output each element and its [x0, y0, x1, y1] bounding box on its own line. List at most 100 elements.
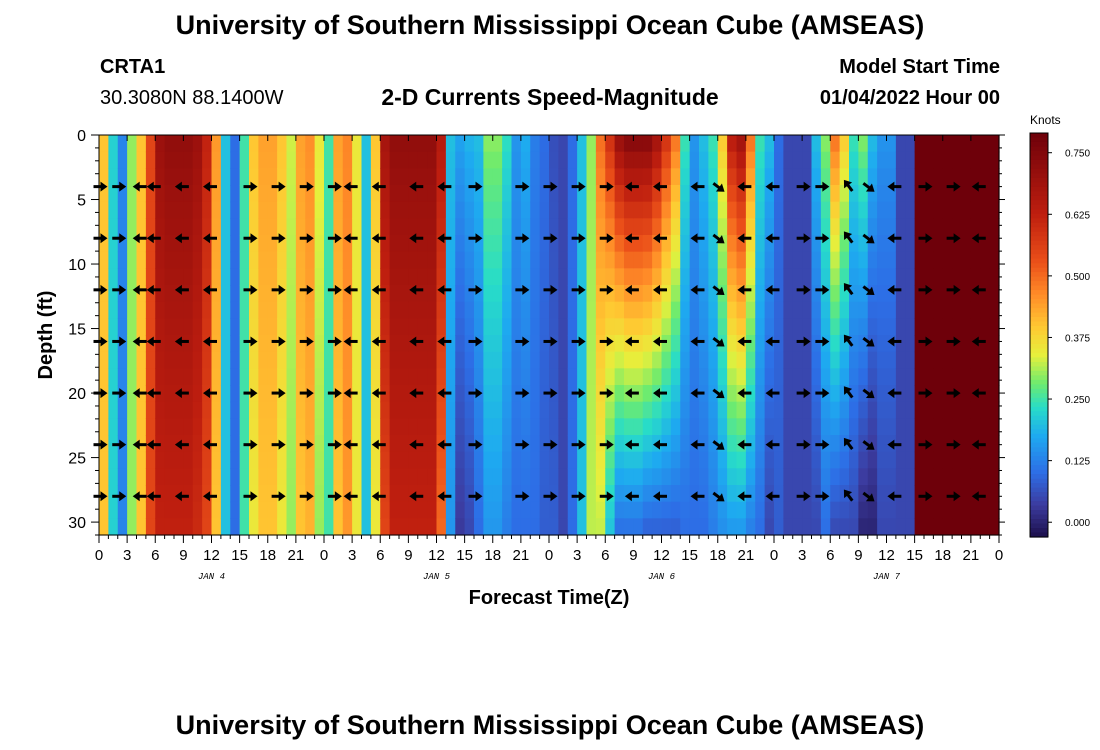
arrow-head [803, 181, 811, 192]
heatmap-cell [914, 201, 925, 219]
heatmap-cell [942, 351, 953, 369]
heatmap-cell [408, 151, 419, 169]
current-vector-arrow [571, 491, 586, 502]
heatmap-cell [764, 518, 775, 536]
heatmap-cell [670, 285, 681, 303]
heatmap-cell [839, 468, 850, 486]
heatmap-cell [99, 201, 109, 219]
heatmap-cell [717, 368, 728, 386]
arrow-head [306, 388, 314, 399]
heatmap-cell [230, 201, 241, 219]
heatmap-cell [717, 201, 728, 219]
heatmap-cell [277, 151, 288, 169]
heatmap-cell [202, 351, 213, 369]
heatmap-cell [520, 168, 531, 186]
heatmap-cell [483, 368, 494, 386]
heatmap-cell [211, 468, 222, 486]
heatmap-cell [342, 418, 353, 436]
heatmap-cell [802, 268, 813, 286]
colorbar-segment [1030, 384, 1048, 390]
heatmap-cell [117, 151, 128, 169]
heatmap-cell [164, 335, 175, 353]
heatmap-cell [417, 351, 428, 369]
heatmap-cell [164, 201, 175, 219]
heatmap-cell [474, 201, 484, 219]
heatmap-cell [830, 351, 841, 369]
heatmap-cell [755, 485, 766, 503]
heatmap-cell [202, 168, 213, 186]
heatmap-cell [408, 135, 419, 153]
heatmap-cell [361, 301, 372, 319]
current-vector-arrow [515, 233, 530, 244]
heatmap-cell [624, 285, 634, 303]
arrow-head [624, 336, 632, 347]
heatmap-cell [455, 485, 466, 503]
heatmap-cell [277, 201, 288, 219]
heatmap-cell [342, 201, 353, 219]
footer-title: University of Southern Mississippi Ocean… [175, 710, 925, 740]
heatmap-cell [717, 318, 728, 336]
colorbar-tick-label: 0.750 [1065, 149, 1090, 160]
heatmap-cell [764, 235, 775, 253]
heatmap-cell [652, 318, 663, 336]
heatmap-cell [595, 351, 606, 369]
heatmap-cell [614, 435, 625, 453]
current-vector-arrow [712, 440, 725, 450]
heatmap-cell [136, 335, 147, 353]
colorbar-segment [1030, 204, 1048, 210]
heatmap-cell [689, 251, 700, 269]
arrow-head [843, 437, 853, 447]
heatmap-cell [717, 235, 728, 253]
heatmap-cell [858, 301, 869, 319]
heatmap-cell [792, 318, 803, 336]
heatmap-cell [558, 268, 569, 286]
heatmap-cell [699, 351, 709, 369]
heatmap-cell [183, 168, 194, 186]
heatmap-cell [558, 235, 569, 253]
arrow-head [765, 491, 773, 502]
heatmap-cell [502, 518, 513, 536]
heatmap-cell [136, 135, 147, 153]
heatmap-cell [745, 301, 756, 319]
heatmap-cell [989, 235, 1000, 253]
heatmap-cell [914, 268, 925, 286]
current-vector-arrow [327, 491, 342, 502]
heatmap-cell [249, 418, 259, 436]
heatmap-cell [127, 218, 138, 236]
heatmap-cell [211, 201, 222, 219]
heatmap-cell [905, 451, 916, 469]
heatmap-cell [905, 401, 916, 419]
heatmap-cell [586, 418, 597, 436]
heatmap-cell [502, 235, 513, 253]
heatmap-cell [352, 468, 363, 486]
heatmap-cell [642, 285, 653, 303]
heatmap-cell [408, 218, 419, 236]
heatmap-cell [108, 218, 119, 236]
heatmap-cell [792, 335, 803, 353]
heatmap-cell [989, 418, 1000, 436]
heatmap-cell [530, 318, 541, 336]
heatmap-cell [352, 351, 363, 369]
heatmap-cell [108, 201, 119, 219]
arrow-head [578, 181, 586, 192]
heatmap-cell [820, 285, 831, 303]
heatmap-cell [530, 135, 541, 153]
heatmap-cell [408, 418, 419, 436]
heatmap-cell [324, 485, 334, 503]
heatmap-cell [389, 168, 400, 186]
heatmap-cell [586, 368, 597, 386]
heatmap-cell [342, 218, 353, 236]
current-vector-arrow [132, 336, 147, 347]
heatmap-cell [239, 268, 250, 286]
arrow-head [132, 336, 140, 347]
arrow-head [146, 491, 154, 502]
arrow-head [653, 336, 660, 347]
heatmap-cell [614, 518, 625, 536]
heatmap-cell [99, 501, 109, 519]
current-vector-arrow [712, 285, 725, 295]
heatmap-cell [417, 401, 428, 419]
heatmap-cell [811, 468, 822, 486]
arrow-head [409, 233, 417, 244]
heatmap-cell [502, 418, 513, 436]
heatmap-cell [342, 268, 353, 286]
